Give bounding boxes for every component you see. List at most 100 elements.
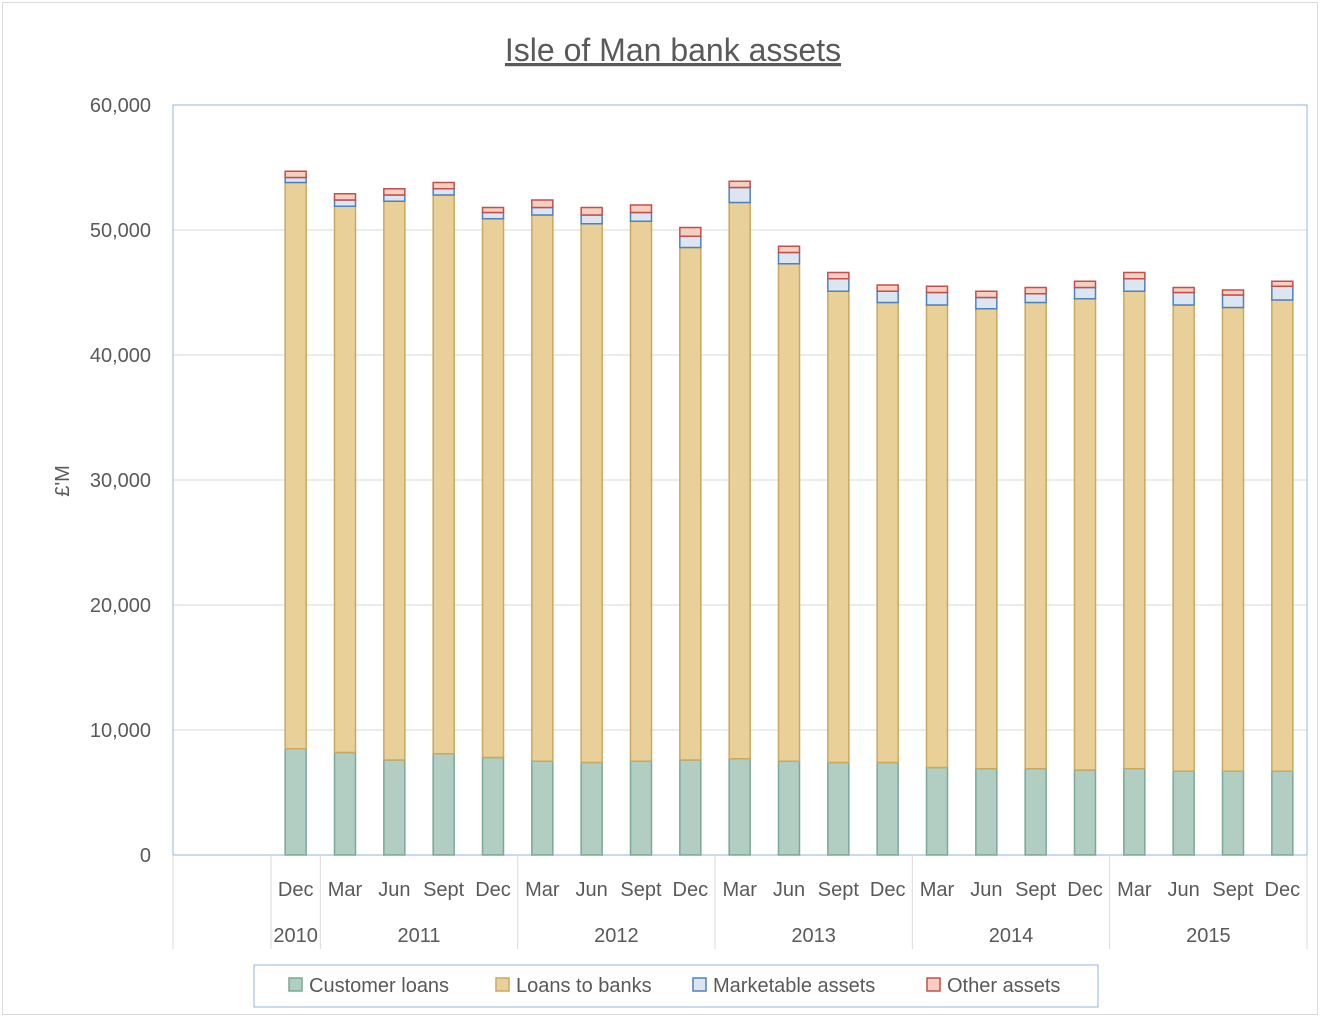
year-group-label: 2015 <box>1186 925 1231 947</box>
bar-segment <box>531 760 554 856</box>
bar-segment <box>777 760 801 856</box>
year-group-label: 2014 <box>989 925 1034 947</box>
legend-label: Loans to banks <box>516 975 652 997</box>
x-tick-label: Mar <box>1117 879 1152 901</box>
bar-segment <box>827 761 850 856</box>
x-tick-label: Sept <box>620 879 662 901</box>
x-tick-label: Mar <box>328 879 363 901</box>
bar-segment <box>1073 298 1097 771</box>
bar-segment <box>876 761 899 856</box>
bar-segment <box>629 220 653 762</box>
bar-segment <box>284 748 307 856</box>
bar-segment <box>333 751 357 856</box>
x-tick-label: Sept <box>1212 879 1254 901</box>
x-tick-label: Jun <box>970 879 1002 901</box>
legend-label: Marketable assets <box>713 975 875 997</box>
x-tick-label: Dec <box>1265 879 1301 901</box>
x-tick-label: Mar <box>920 879 955 901</box>
bar-segment <box>728 758 751 856</box>
bar-segment <box>876 284 899 292</box>
bar-segment <box>580 214 603 225</box>
bar-segment <box>1172 770 1195 856</box>
bar-segment <box>1123 290 1146 770</box>
bar-segment <box>1073 280 1097 289</box>
bar-segment <box>1024 301 1047 770</box>
y-tick-label: 40,000 <box>90 345 151 367</box>
bar-segment <box>728 180 751 189</box>
legend: Customer loans Loans to banks Marketable a… <box>253 964 1099 1008</box>
bar-segment <box>876 290 899 304</box>
y-tick-label: 50,000 <box>90 220 151 242</box>
bar-segment <box>1024 286 1047 295</box>
legend-label: Other assets <box>947 975 1060 997</box>
x-tick-label: Sept <box>818 879 860 901</box>
bar-segment <box>333 193 357 201</box>
legend-label: Customer loans <box>309 975 449 997</box>
y-tick-label: 10,000 <box>90 720 151 742</box>
bar-segment <box>432 181 455 190</box>
bar-segment <box>1172 286 1195 294</box>
x-tick-label: Jun <box>1168 879 1200 901</box>
bar-segment <box>481 756 505 856</box>
bar-segment <box>1172 304 1195 772</box>
y-tick-label: 20,000 <box>90 595 151 617</box>
bar-segment <box>432 194 455 755</box>
bar-segment <box>975 296 998 310</box>
x-tick-label: Dec <box>673 879 709 901</box>
bar-segment <box>827 278 850 292</box>
year-group-label: 2013 <box>791 925 836 947</box>
bar-segment <box>1221 770 1245 856</box>
bar-segment <box>333 205 357 754</box>
bar-segment <box>1221 306 1245 772</box>
bar-segment <box>284 170 307 179</box>
bar-segment <box>1024 293 1047 304</box>
bar-segment <box>531 214 554 762</box>
bar-segment <box>925 766 949 856</box>
bar-segment <box>580 761 603 856</box>
bar-segment <box>679 235 702 249</box>
bar-segment <box>629 204 653 214</box>
bar-segment <box>876 301 899 764</box>
bar-segment <box>975 768 998 856</box>
bar-segment <box>629 760 653 856</box>
bar-segment <box>1024 768 1047 856</box>
bar-segment <box>679 759 702 856</box>
x-axis: Dec Mar Jun Sept Dec Mar Jun Sept Dec Mar Jun Sept D… <box>172 855 1308 949</box>
legend-swatch <box>926 977 941 992</box>
x-tick-label: Jun <box>576 879 608 901</box>
bar-segment <box>1221 294 1245 309</box>
bar-segment <box>1271 285 1294 301</box>
bar-segment <box>827 290 850 764</box>
bar-segment <box>679 226 702 237</box>
x-tick-label: Dec <box>1067 879 1103 901</box>
bar-segment <box>1271 770 1294 856</box>
x-tick-label: Dec <box>475 879 511 901</box>
bar-segment <box>925 285 949 294</box>
bar-segment <box>728 201 751 760</box>
y-tick-label: 0 <box>140 845 151 867</box>
bar-segment <box>777 245 801 254</box>
bar-segment <box>383 200 406 761</box>
bar-segment <box>777 251 801 265</box>
bar-segment <box>777 263 801 762</box>
bar-segment <box>481 211 505 220</box>
bar-segment <box>432 188 455 196</box>
year-group-label: 2010 <box>273 925 318 947</box>
bar-segment <box>383 759 406 856</box>
chart-title: Isle of Man bank assets <box>505 32 841 68</box>
x-tick-label: Dec <box>870 879 906 901</box>
x-tick-label: Mar <box>525 879 560 901</box>
bar-segment <box>1123 768 1146 856</box>
bar-segment <box>1123 278 1146 292</box>
legend-swatch <box>288 977 303 992</box>
bar-segment <box>728 186 751 204</box>
legend-box <box>253 964 1099 1008</box>
chart-svg: Isle of Man bank assets £'M 0 10,000 20,00… <box>52 32 1308 1008</box>
bar-segment <box>1271 299 1294 772</box>
bar-segment <box>580 206 603 216</box>
bars-layer <box>284 170 1294 856</box>
x-tick-label: Sept <box>1015 879 1057 901</box>
bar-segment <box>580 223 603 764</box>
x-tick-label: Dec <box>278 879 314 901</box>
